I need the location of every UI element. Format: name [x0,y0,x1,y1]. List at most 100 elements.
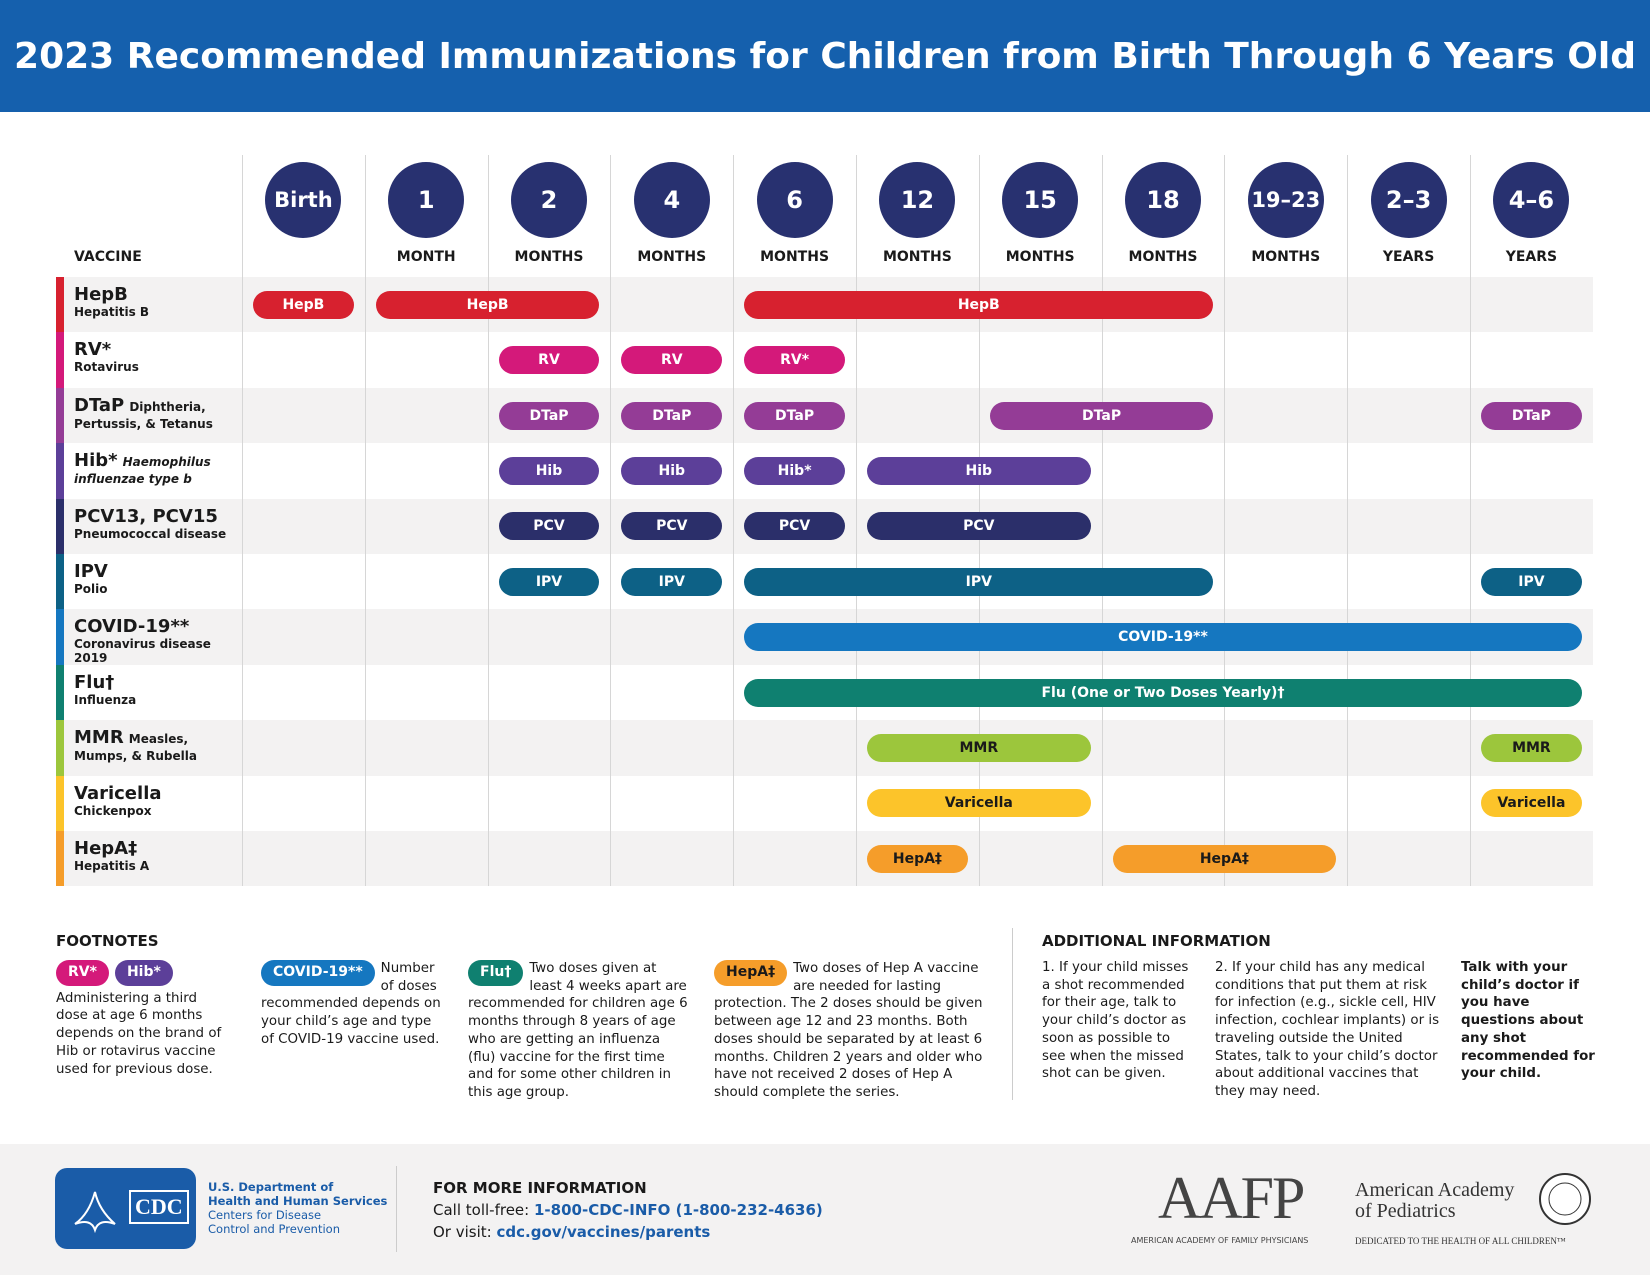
age-circle: 19–23 [1247,162,1324,238]
dose-bar: PCV [498,512,600,541]
cdc-logo-text: CDC [129,1190,189,1224]
column-line [1347,155,1349,887]
vaccine-line: Hib* Haemophilus [74,451,239,472]
column-line [1101,155,1103,887]
vaccine-desc: Hepatitis A [74,859,150,873]
vaccine-label: IPV Polio [74,562,239,597]
hhs-line: Health and Human Services [208,1194,388,1208]
row-stripe [56,664,64,721]
footnote-pill: COVID-19** [261,960,375,986]
vaccine-label: DTaP Diphtheria, Pertussis, & Tetanus [74,394,239,431]
dose-bar: IPV [1481,567,1582,596]
age-unit: MONTHS [1005,249,1075,265]
row-stripe [56,831,64,887]
additional-heading: ADDITIONAL INFORMATION [1042,932,1271,950]
vaccine-label: Varicella Chickenpox [74,782,239,818]
age-circle: 4–6 [1493,162,1570,238]
row-stripe [56,775,64,831]
eagle-icon [74,1191,116,1234]
vaccine-name: MMR [74,727,124,749]
row-stripe [56,277,64,333]
dose-bar: COVID-19** [744,623,1582,652]
separator [1012,928,1013,1100]
row-stripe [56,720,64,776]
dose-bar: HepA‡ [867,844,968,873]
dose-bar: MMR [1481,733,1582,762]
footnotes-heading: FOOTNOTES [56,932,159,950]
column-line [242,155,243,887]
vaccine-heading: VACCINE [74,249,142,265]
aafp-logo: AAFP [1158,1165,1305,1231]
dose-bar: Varicella [1481,789,1582,818]
vaccine-name: Varicella [74,782,162,804]
footnote: Flu† Two doses given at least 4 weeks apa… [468,960,688,1102]
age-circle: 2–3 [1370,162,1447,238]
dose-bar: PCV [867,512,1091,541]
vaccine-line: IPV [74,562,239,582]
more-heading: FOR MORE INFORMATION [433,1179,647,1197]
column-line [1470,155,1471,887]
column-line [1224,155,1226,887]
call-prefix: Call toll-free: [433,1201,530,1219]
vaccine-line: Flu† [74,672,239,693]
phone-link[interactable]: 1-800-CDC-INFO (1-800-232-4636) [534,1201,823,1219]
hhs-logo: CDC [55,1168,196,1249]
additional-emphasis: Talk with your child’s doctor if you hav… [1461,960,1595,1082]
dose-bar: DTaP [621,401,723,430]
vaccine-line: Varicella [74,782,239,804]
dose-bar: IPV [498,567,600,596]
aap-tagline: DEDICATED TO THE HEALTH OF ALL CHILDREN™ [1355,1236,1566,1246]
vaccine-name: DTaP [74,394,125,416]
age-circle: 12 [879,162,956,238]
aap-line: of Pediatrics [1355,1200,1456,1222]
footnote-pill: RV* [56,960,109,986]
vaccine-label: Hib* Haemophilus influenzae type b [74,451,239,487]
vaccine-line: PCV13, PCV15 [74,506,239,527]
vaccine-name: HepB [74,284,128,305]
age-unit: MONTHS [1128,249,1198,265]
vaccine-line: HepB [74,285,239,305]
age-unit: MONTH [396,249,456,265]
dose-bar: Varicella [867,789,1091,818]
vaccine-desc: Rotavirus [74,360,139,375]
dose-bar: PCV [621,512,723,541]
vaccine-note: Haemophilus [122,455,211,470]
aap-seal [1539,1173,1591,1225]
age-circle: 15 [1002,162,1079,238]
row-bg [56,831,1593,887]
footnote: HepA‡ Two doses of Hep A vaccine are need… [714,960,986,1102]
row-stripe [56,554,64,610]
footnote-text: Two doses of Hep A vaccine are needed fo… [714,961,983,1100]
vaccine-name: RV* [74,339,112,361]
footnote-pill: Hib* [114,960,173,986]
vaccine-note: Measles, [128,732,189,747]
vaccine-desc: Influenza [74,692,137,707]
row-stripe [56,498,64,554]
vaccine-line: RV* [74,340,239,360]
more-info: FOR MORE INFORMATION Call toll-free: 1-8… [433,1177,823,1243]
row-bg [56,720,1593,776]
column-line [733,155,735,887]
footnote-text: Administering a third dose at age 6 mont… [56,990,222,1077]
dose-bar: Hib* [744,456,845,485]
hhs-text: U.S. Department of Health and Human Servi… [208,1180,387,1236]
vaccine-desc: Mumps, & Rubella [74,749,197,764]
dose-bar: PCV [744,512,845,541]
vaccine-label: COVID-19** Coronavirus disease 2019 [74,617,239,666]
dose-bar: IPV [621,567,723,596]
cdc-line: Control and Prevention [208,1222,340,1236]
vaccine-label: PCV13, PCV15 Pneumococcal disease [74,506,239,541]
vaccine-label: HepB Hepatitis B [74,285,239,320]
vaccine-note: Diphtheria, [129,399,206,414]
hhs-line: U.S. Department of [208,1180,334,1194]
dose-bar: DTaP [1481,401,1582,430]
footnote: RV* Hib* Administering a third dose at age… [56,960,228,1078]
dose-bar: RV [498,346,600,375]
dose-bar: RV [621,346,723,375]
url-link[interactable]: cdc.gov/vaccines/parents [496,1223,711,1241]
age-unit: MONTHS [514,249,584,265]
aap-line: American Academy [1355,1179,1515,1201]
age-unit: YEARS [1505,249,1558,265]
column-line [364,155,366,887]
age-circle: 2 [511,162,587,238]
